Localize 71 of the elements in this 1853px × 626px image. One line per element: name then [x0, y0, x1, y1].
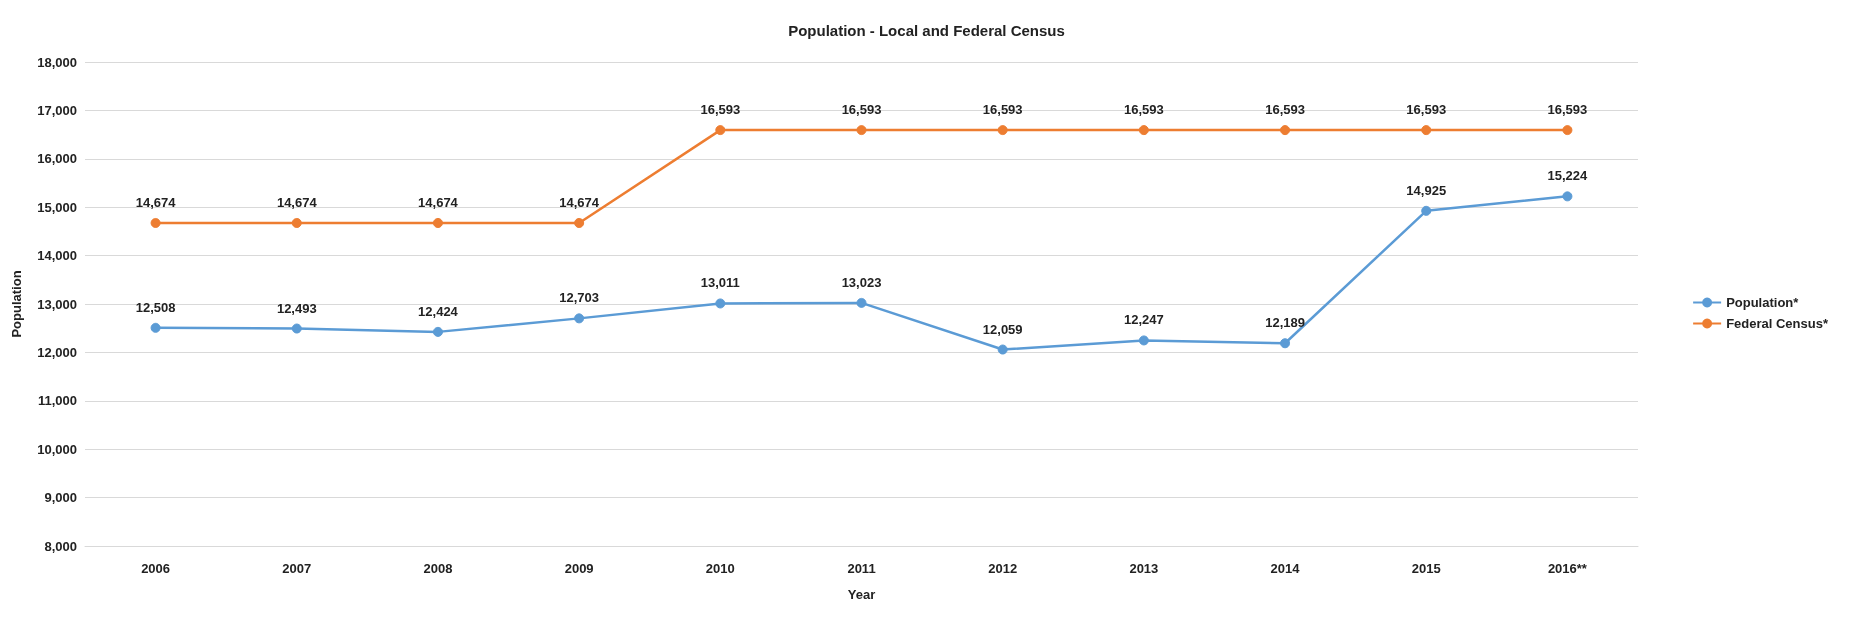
data-label: 12,493 [276, 300, 317, 316]
data-label: 16,593 [1547, 102, 1588, 118]
y-tick-label: 12,000 [37, 344, 77, 360]
data-label: 12,189 [1265, 315, 1305, 331]
point [715, 125, 726, 136]
point [997, 125, 1008, 136]
x-tick-label: 2007 [282, 561, 312, 576]
point [150, 322, 161, 333]
point [291, 323, 302, 334]
data-label: 14,674 [418, 194, 459, 210]
y-axis-title: Population [9, 270, 24, 338]
data-label: 16,593 [982, 102, 1023, 118]
point [1280, 125, 1291, 136]
data-label: 16,593 [1406, 102, 1447, 118]
y-tick-label: 15,000 [37, 199, 77, 215]
x-axis-title: Year [847, 587, 876, 602]
y-tick-label: 9,000 [44, 490, 77, 506]
legend-label: Federal Census* [1726, 316, 1829, 331]
x-tick-label: 2013 [1129, 561, 1159, 576]
point [1280, 338, 1291, 349]
data-label: 13,023 [841, 274, 882, 290]
point [291, 217, 302, 228]
data-label: 12,247 [1123, 312, 1164, 328]
data-label: 12,508 [135, 299, 176, 315]
point [1562, 125, 1573, 136]
y-tick-label: 14,000 [37, 248, 77, 264]
y-tick-label: 11,000 [37, 393, 77, 409]
chart-title: Population - Local and Federal Census [788, 22, 1065, 39]
point [856, 297, 867, 308]
y-tick-label: 18,000 [37, 54, 77, 70]
y-tick-label: 10,000 [37, 441, 77, 457]
data-label: 14,925 [1406, 182, 1447, 198]
x-tick-label: 2014 [1270, 561, 1301, 576]
x-tick-label: 2016** [1547, 561, 1588, 576]
data-label: 16,593 [1123, 102, 1164, 118]
point [574, 313, 585, 324]
point [432, 326, 443, 337]
data-label: 16,593 [1265, 102, 1305, 118]
data-label: 14,674 [135, 194, 177, 210]
data-label: 16,593 [841, 102, 882, 118]
legend-label: Population* [1726, 295, 1800, 310]
data-label: 14,674 [559, 194, 600, 210]
point [997, 344, 1008, 355]
x-tick-label: 2008 [423, 561, 453, 576]
data-label: 14,674 [276, 194, 318, 210]
data-label: 12,703 [559, 290, 600, 306]
point [856, 125, 867, 136]
y-tick-label: 16,000 [37, 151, 77, 167]
point [715, 298, 726, 309]
data-label: 13,011 [700, 275, 740, 291]
y-tick-label: 17,000 [37, 102, 77, 118]
y-tick-label: 8,000 [44, 538, 77, 554]
x-tick-label: 2009 [564, 561, 594, 576]
point [1138, 125, 1149, 136]
point [1138, 335, 1149, 346]
x-tick-label: 2011 [847, 561, 876, 576]
y-tick-label: 13,000 [37, 296, 77, 312]
point [1421, 205, 1432, 216]
x-tick-label: 2012 [988, 561, 1018, 576]
point [1421, 125, 1432, 136]
data-label: 15,224 [1547, 168, 1589, 184]
x-tick-label: 2006 [141, 561, 171, 576]
data-label: 12,059 [982, 321, 1023, 337]
point [574, 217, 585, 228]
x-tick-label: 2015 [1411, 561, 1441, 576]
point [1562, 191, 1573, 202]
point [150, 217, 161, 228]
x-tick-label: 2010 [705, 561, 735, 576]
data-label: 12,424 [418, 303, 459, 319]
data-label: 16,593 [700, 102, 741, 118]
point [432, 217, 443, 228]
